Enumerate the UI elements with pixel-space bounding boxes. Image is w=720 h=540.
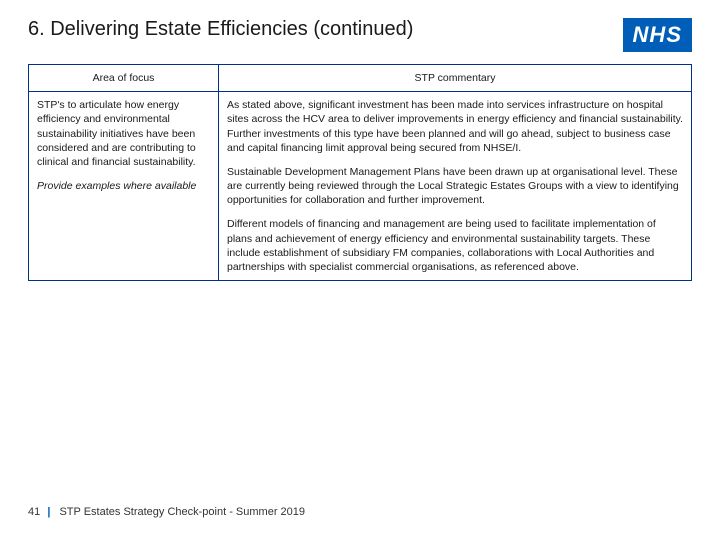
commentary-paragraph: As stated above, significant investment …: [227, 98, 683, 155]
page-number: 41: [28, 506, 40, 518]
cell-area-of-focus: STP's to articulate how energy efficienc…: [29, 92, 219, 281]
slide-content: Area of focus STP commentary STP's to ar…: [0, 52, 720, 281]
table-header-row: Area of focus STP commentary: [29, 65, 692, 92]
focus-main-text: STP's to articulate how energy efficienc…: [37, 98, 210, 169]
commentary-paragraph: Different models of financing and manage…: [227, 217, 683, 274]
estate-efficiencies-table: Area of focus STP commentary STP's to ar…: [28, 64, 692, 281]
footer-text: STP Estates Strategy Check-point - Summe…: [59, 506, 305, 518]
footer-separator: |: [47, 506, 50, 518]
col-header-commentary: STP commentary: [219, 65, 692, 92]
slide-title: 6. Delivering Estate Efficiencies (conti…: [28, 18, 413, 41]
slide-header: 6. Delivering Estate Efficiencies (conti…: [0, 0, 720, 52]
slide-footer: 41 | STP Estates Strategy Check-point - …: [28, 506, 305, 518]
focus-note-text: Provide examples where available: [37, 179, 210, 193]
cell-stp-commentary: As stated above, significant investment …: [219, 92, 692, 281]
table-row: STP's to articulate how energy efficienc…: [29, 92, 692, 281]
nhs-logo: NHS: [623, 18, 692, 52]
col-header-focus: Area of focus: [29, 65, 219, 92]
commentary-paragraph: Sustainable Development Management Plans…: [227, 165, 683, 208]
